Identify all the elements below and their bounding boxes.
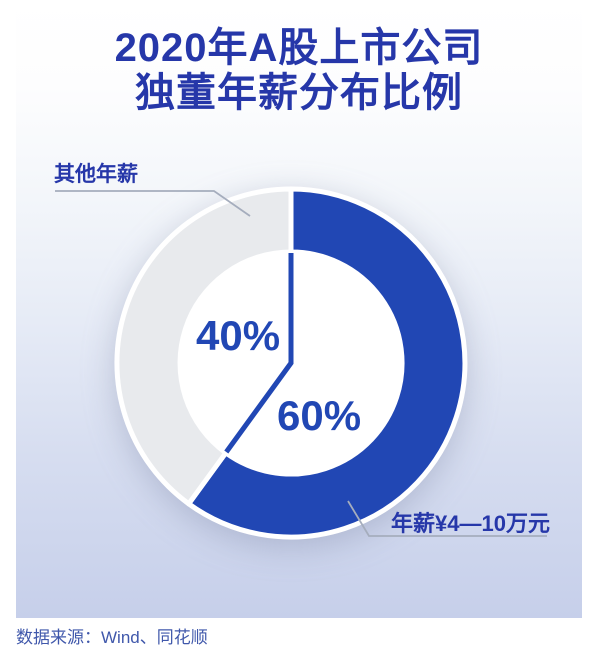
page-title-line-2: 独董年薪分布比例 [135, 71, 463, 116]
label-other-salary: 其他年薪 [54, 163, 138, 186]
page-title-line-1: 2020年A股上市公司 [114, 26, 484, 70]
leader-line-main [347, 500, 547, 537]
donut-slice-other [114, 186, 294, 507]
donut-ring [114, 186, 468, 540]
value-label-60: 60% [277, 392, 362, 439]
donut-slice-main [186, 186, 468, 540]
data-source-note: 数据来源：Wind、同花顺 [16, 628, 208, 647]
slice-divider-line [224, 253, 294, 454]
label-main-salary: 年薪¥4—10万元 [391, 511, 550, 536]
leader-line-other [55, 190, 251, 217]
value-label-40: 40% [196, 312, 281, 359]
page-title: 2020年A股上市公司 独董年薪分布比例 [16, 26, 582, 116]
